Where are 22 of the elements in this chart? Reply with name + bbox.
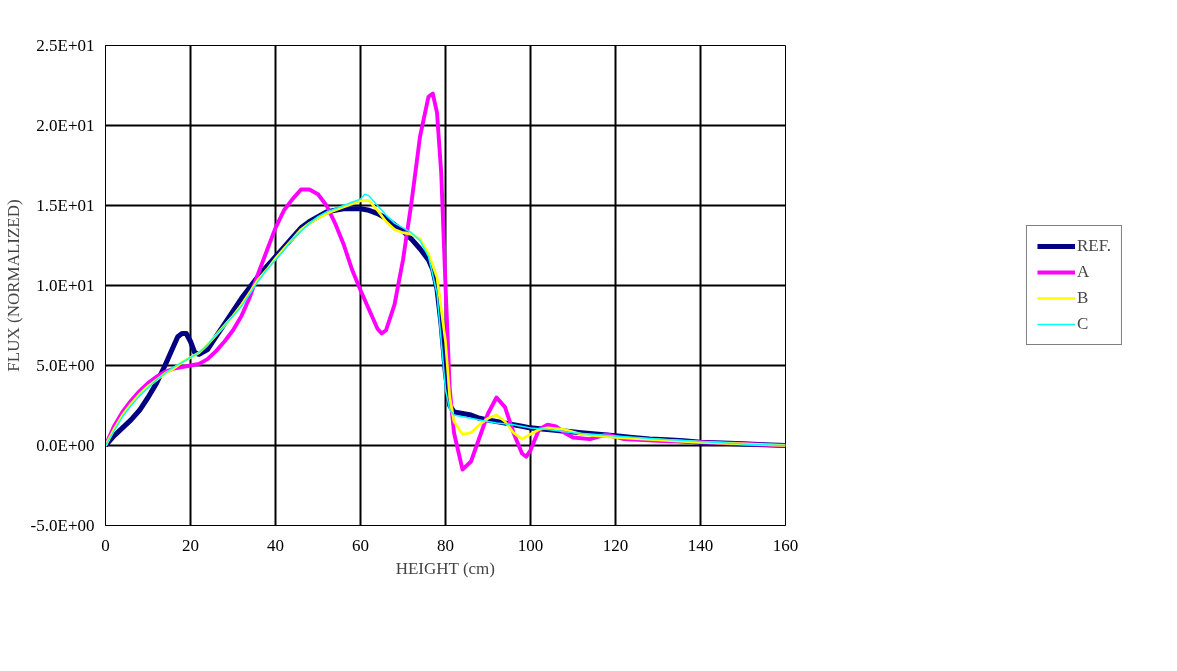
x-tick-label: 40: [267, 535, 284, 555]
y-axis-title: FLUX (NORMALIZED): [3, 199, 23, 372]
y-tick-label: 2.5E+01: [36, 36, 95, 55]
legend-label: B: [1076, 288, 1090, 308]
x-tick-label: 140: [687, 535, 714, 555]
y-tick-label: 1.0E+01: [36, 276, 95, 295]
x-axis-title: HEIGHT (cm): [395, 558, 495, 578]
legend-label: REF.: [1076, 236, 1112, 256]
y-tick-label: 0.0E+00: [36, 436, 95, 455]
y-tick-label: 1.5E+01: [36, 196, 95, 215]
x-tick-label: 60: [352, 535, 369, 555]
y-tick-label: 5.0E+00: [36, 356, 95, 375]
x-tick-label: 20: [182, 535, 199, 555]
legend-label: C: [1076, 314, 1090, 334]
legend-label: A: [1076, 262, 1091, 282]
x-tick-label: 160: [772, 535, 799, 555]
x-tick-label: 100: [517, 535, 544, 555]
x-tick-label: 80: [437, 535, 454, 555]
y-tick-label: -5.0E+00: [30, 516, 95, 535]
x-tick-label: 120: [602, 535, 629, 555]
y-tick-label: 2.0E+01: [36, 116, 95, 135]
x-tick-label: 0: [101, 535, 110, 555]
